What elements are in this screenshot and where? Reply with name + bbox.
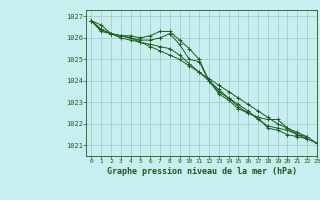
X-axis label: Graphe pression niveau de la mer (hPa): Graphe pression niveau de la mer (hPa)	[107, 167, 297, 176]
